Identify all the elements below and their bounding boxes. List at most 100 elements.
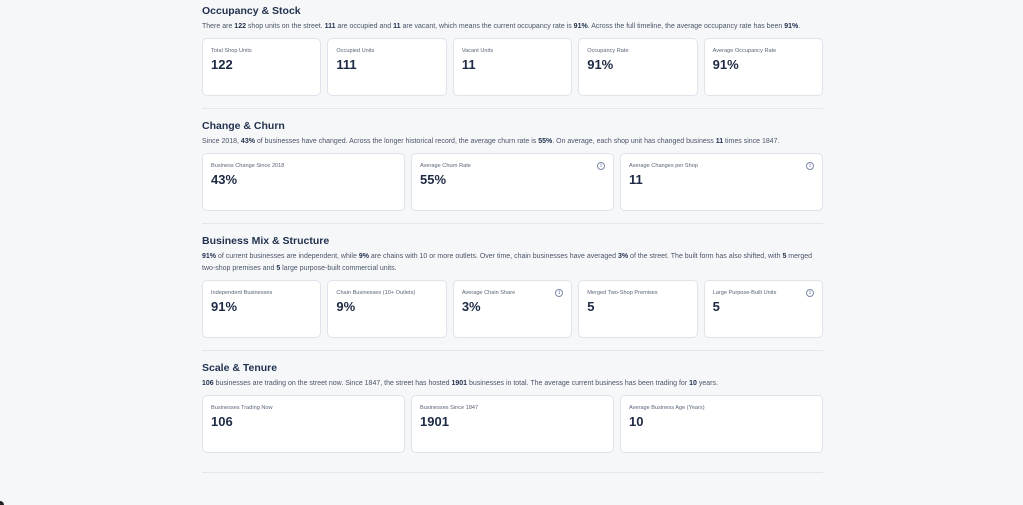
description-text: merged two-shop premises and	[202, 253, 813, 272]
stat-label: Business Change Since 2018	[211, 163, 285, 169]
highlight-value: 9%	[358, 253, 369, 260]
stat-card: Businesses Trading Now 106	[202, 395, 405, 453]
stat-label: Occupancy Rate	[587, 48, 629, 54]
stat-value: 11	[461, 57, 476, 72]
stat-value: 1901	[420, 414, 449, 429]
highlight-value: 5	[276, 265, 281, 272]
section-description: 91% of current businesses are independen…	[202, 251, 820, 275]
stat-card: Independent Businesses 91%	[202, 280, 322, 338]
stat-card: Average Occupancy Rate 91%	[703, 38, 824, 96]
section-business-mix: Business Mix & Structure 91% of current …	[202, 224, 824, 338]
stat-value: 5	[587, 299, 595, 314]
stat-label: Average Churn Rate	[420, 163, 471, 169]
description-text: businesses in total. The average current…	[467, 380, 690, 387]
info-icon[interactable]: i	[597, 162, 605, 170]
section-scale-tenure: Scale & Tenure 106 businesses are tradin…	[202, 351, 823, 453]
description-text: are vacant, which means the current occu…	[400, 23, 574, 30]
stat-value: 91%	[587, 57, 614, 72]
stat-cards: Business Change Since 2018 43% Average Chu…	[202, 153, 823, 211]
section-description: There are 122 shop units on the street. …	[202, 21, 820, 33]
description-text: There are	[202, 23, 235, 30]
stat-value: 43%	[211, 172, 238, 187]
stat-cards: Independent Businesses 91% Chain Businesse…	[202, 280, 824, 338]
description-text: shop units on the street.	[245, 23, 325, 30]
section-title: Business Mix & Structure	[202, 235, 330, 247]
stat-label: Total Shop Units	[211, 48, 252, 54]
description-text: are occupied and	[335, 23, 394, 30]
stat-label: Large Purpose-Built Units	[712, 290, 777, 296]
section-occupancy-stock: Occupancy & Stock There are 122 shop uni…	[202, 0, 824, 96]
stat-label: Average Occupancy Rate	[712, 48, 777, 54]
highlight-value: 91%	[573, 23, 588, 30]
stat-label: Average Changes per Shop	[629, 163, 698, 169]
section-title: Scale & Tenure	[202, 362, 278, 374]
stat-value: 55%	[420, 172, 447, 187]
description-text: . Across the full timeline, the average …	[587, 23, 785, 30]
stat-card: Large Purpose-Built Units 5 i	[703, 280, 824, 338]
window-corner	[0, 501, 4, 505]
highlight-value: 1901	[451, 380, 468, 387]
stat-label: Businesses Trading Now	[211, 405, 273, 411]
highlight-value: 11	[715, 138, 724, 145]
dashboard-content: Occupancy & Stock There are 122 shop uni…	[202, 0, 824, 473]
stat-card: Vacant Units 11	[452, 38, 573, 96]
stat-card: Average Changes per Shop 11 i	[620, 153, 823, 211]
section-divider	[202, 350, 823, 351]
stat-card: Occupancy Rate 91%	[578, 38, 698, 96]
description-text: times since 1847.	[723, 138, 780, 145]
stat-card: Business Change Since 2018 43%	[202, 153, 405, 211]
stat-value: 9%	[336, 299, 356, 314]
highlight-value: 11	[393, 23, 401, 30]
stat-label: Merged Two-Shop Premises	[587, 290, 658, 296]
description-text: of current businesses are independent, w…	[216, 253, 359, 260]
highlight-value: 3%	[617, 253, 629, 260]
stat-label: Businesses Since 1847	[420, 405, 479, 411]
stat-cards: Total Shop Units 122 Occupied Units 111 Vaca…	[202, 38, 824, 96]
highlight-value: 122	[234, 23, 246, 30]
stat-card: Average Business Age (Years) 10	[620, 395, 823, 453]
description-text: are chains with 10 or more outlets. Over…	[368, 253, 618, 260]
stat-card: Total Shop Units 122	[202, 38, 322, 96]
description-text: .	[798, 23, 801, 30]
section-change-churn: Change & Churn Since 2018, 43% of busine…	[202, 109, 823, 211]
description-text: businesses are trading on the street now…	[213, 380, 452, 387]
description-text: . On average, each shop unit has changed…	[552, 138, 716, 145]
stat-label: Average Chain Share	[461, 290, 516, 296]
description-text: of businesses have changed. Across the l…	[254, 138, 539, 145]
info-icon[interactable]: i	[555, 289, 564, 297]
stat-label: Chain Businesses (10+ Outlets)	[336, 290, 416, 296]
highlight-value: 111	[324, 23, 336, 30]
stat-label: Vacant Units	[461, 48, 494, 54]
stat-value: 122	[211, 57, 233, 72]
section-divider	[202, 472, 823, 473]
highlight-value: 55%	[538, 138, 553, 145]
description-text: years.	[696, 380, 718, 387]
section-divider	[202, 108, 823, 109]
stat-cards: Businesses Trading Now 106 Businesses Sinc…	[202, 395, 823, 453]
stat-label: Average Business Age (Years)	[629, 405, 705, 411]
stat-label: Independent Businesses	[211, 290, 273, 296]
stat-card: Occupied Units 111	[327, 38, 447, 96]
stat-card: Average Churn Rate 55% i	[411, 153, 614, 211]
info-icon[interactable]: i	[806, 289, 815, 297]
stat-value: 91%	[211, 299, 238, 314]
stat-card: Businesses Since 1847 1901	[411, 395, 614, 453]
info-icon[interactable]: i	[806, 162, 814, 170]
highlight-value: 91%	[784, 23, 799, 30]
highlight-value: 91%	[202, 253, 217, 260]
stat-value: 5	[712, 299, 720, 314]
stat-value: 10	[629, 414, 644, 429]
section-description: 106 businesses are trading on the street…	[202, 378, 820, 390]
highlight-value: 43%	[240, 138, 255, 145]
stat-label: Occupied Units	[336, 48, 375, 54]
stat-value: 91%	[712, 57, 739, 72]
description-text: large purpose-built commercial units.	[280, 265, 397, 272]
section-title: Change & Churn	[202, 120, 285, 132]
description-text: Since 2018,	[202, 138, 241, 145]
highlight-value: 10	[689, 380, 697, 387]
highlight-value: 106	[202, 380, 214, 387]
section-description: Since 2018, 43% of businesses have chang…	[202, 136, 820, 148]
description-text: of the street. The built form has also s…	[628, 253, 783, 260]
stat-value: 11	[629, 172, 643, 187]
section-divider	[202, 223, 823, 224]
